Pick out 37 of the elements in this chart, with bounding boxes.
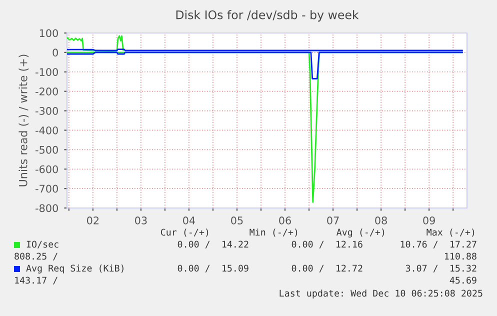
x-tick-label: 04 [183,216,196,224]
y-tick-label: -500 [36,146,58,154]
text: 0.00 / 12.16 [292,240,362,248]
y-axis-title: Units read (-) / write (+) [18,54,29,186]
x-tick-label: 06 [279,216,291,224]
y-tick-label: -200 [36,88,58,96]
text: 10.76 / 17.27 [400,240,476,248]
x-tick-label: 05 [231,216,243,224]
x-tick-label: 09 [423,216,435,224]
y-tick-label: -800 [36,204,58,212]
x-tick-label: 07 [327,216,339,224]
x-tick-label: 03 [135,216,147,224]
text: Min (-/+) [250,228,298,237]
legend-label: IO/sec [26,240,58,248]
text: Avg (-/+) [336,228,384,238]
y-tick-label: -600 [36,165,58,174]
legend-label: Avg Req Size (KiB) [26,264,124,274]
text: 808.25 / [14,252,58,260]
text: Last update: Wed Dec 10 06:25:08 2025 [280,290,482,298]
text: 0.00 / 14.22 [178,240,248,248]
chart-title: Disk IOs for /dev/sdb - by week [176,10,359,22]
y-tick-label: 0 [52,48,58,57]
text: Cur (-/+) [160,228,208,237]
text: 45.69 [450,276,476,284]
x-tick-label: 02 [86,216,99,224]
text: 110.88 [444,252,476,260]
text: 3.07 / 15.32 [406,264,476,272]
y-tick-label: -400 [36,126,58,134]
y-tick-label: -300 [36,107,58,115]
y-tick-label: -700 [36,184,58,193]
text: Max (-/+) [426,228,474,237]
y-tick-label: 100 [40,29,58,38]
text: 0.00 / 15.09 [178,264,248,272]
text: 0.00 / 12.72 [292,264,362,272]
text: 143.17 / [15,276,58,284]
x-tick-label: 08 [375,216,387,224]
y-tick-label: -100 [36,68,58,76]
